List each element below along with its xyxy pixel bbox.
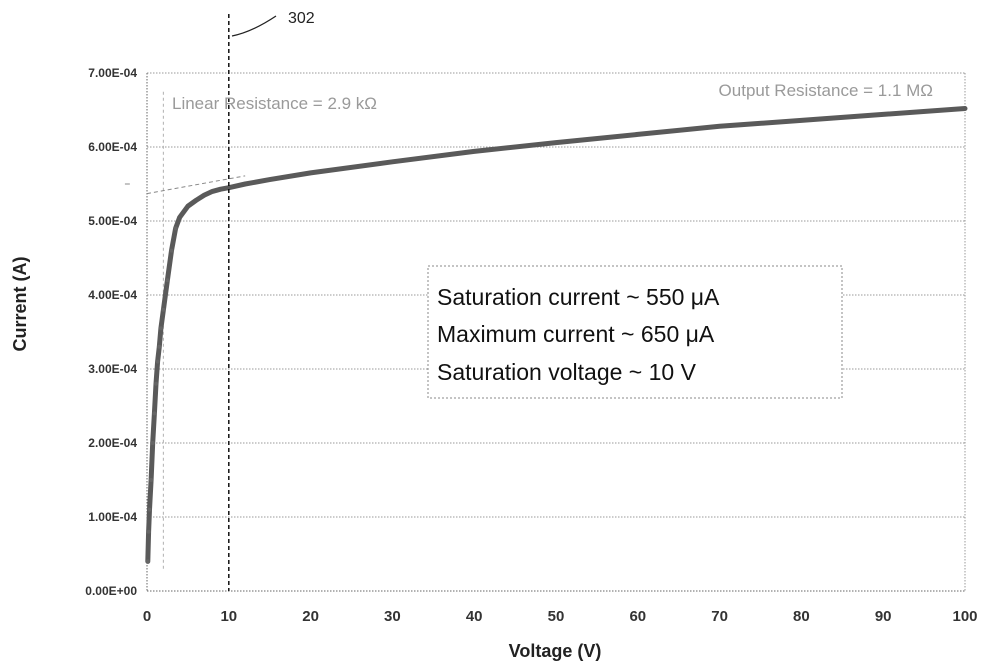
x-tick-label-10: 100 — [952, 608, 977, 625]
x-tick-label-8: 80 — [793, 608, 810, 625]
data-point-1 — [146, 529, 151, 534]
data-point-11 — [165, 278, 170, 283]
data-point-2 — [147, 507, 152, 512]
x-tick-label-6: 60 — [629, 608, 646, 625]
data-point-3 — [149, 478, 154, 482]
saturation-fit-line — [146, 175, 246, 195]
y-tick-label-5: 5.00E-04 — [88, 214, 137, 228]
x-tick-label-4: 40 — [466, 608, 483, 625]
axes — [146, 72, 966, 592]
y-tick-label-7: 7.00E-04 — [88, 66, 137, 80]
y-tick-label-3: 3.00E-04 — [88, 362, 137, 376]
fit-lines — [124, 91, 246, 569]
data-point-0 — [145, 559, 150, 564]
callout-leader — [231, 15, 277, 37]
x-tick-label-1: 10 — [220, 608, 237, 625]
x-tick-label-5: 50 — [548, 608, 565, 625]
y-tick-label-4: 4.00E-04 — [88, 288, 137, 302]
data-point-5 — [152, 411, 157, 416]
data-point-10 — [161, 307, 166, 312]
data-point-9 — [158, 326, 163, 331]
data-point-12 — [169, 248, 174, 253]
callout-302: 302 — [231, 10, 315, 37]
x-tick-label-9: 90 — [875, 608, 892, 625]
callout-label: 302 — [288, 10, 315, 27]
x-tick-label-3: 30 — [384, 608, 401, 625]
data-point-8 — [157, 344, 162, 349]
y-axis-title: Current (A) — [10, 257, 30, 352]
summary-line-maximum-current: Maximum current ~ 650 μA — [437, 321, 715, 347]
series-line — [145, 106, 968, 564]
x-tick-label-7: 70 — [711, 608, 728, 625]
data-point-13 — [173, 226, 178, 231]
x-tick-label-0: 0 — [143, 608, 151, 625]
series — [145, 106, 968, 564]
summary-line-saturation-current: Saturation current ~ 550 μA — [437, 284, 720, 310]
y-tick-label-2: 2.00E-04 — [88, 436, 137, 450]
summary-line-saturation-voltage: Saturation voltage ~ 10 V — [437, 359, 697, 385]
data-point-6 — [153, 381, 158, 386]
output-resistance-label: Output Resistance = 1.1 MΩ — [719, 81, 933, 100]
y-tick-labels: 0.00E+00 1.00E-04 2.00E-04 3.00E-04 4.00E-04… — [85, 66, 137, 598]
x-axis-title: Voltage (V) — [509, 641, 602, 661]
y-tick-label-6: 6.00E-04 — [88, 140, 137, 154]
summary-box-border — [427, 265, 843, 399]
x-tick-label-2: 20 — [302, 608, 319, 625]
linear-resistance-label: Linear Resistance = 2.9 kΩ — [172, 94, 377, 113]
x-tick-labels: 0 10 20 30 40 50 60 70 80 90 100 — [143, 608, 978, 625]
y-tick-label-0: 0.00E+00 — [85, 584, 137, 598]
summary-box: Saturation current ~ 550 μA Maximum curr… — [427, 265, 843, 399]
data-point-7 — [155, 359, 160, 364]
data-point-4 — [150, 441, 155, 445]
y-tick-label-1: 1.00E-04 — [88, 510, 137, 524]
